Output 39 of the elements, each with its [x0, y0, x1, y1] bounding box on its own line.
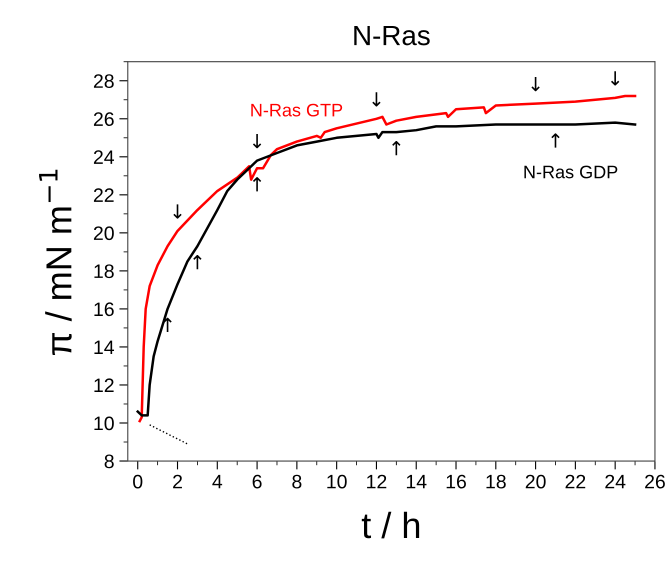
y-tick-label: 16 — [94, 302, 114, 316]
annotation: ↓ — [372, 92, 381, 106]
y-tick-label: 10 — [94, 416, 114, 430]
y-axis-title: π / mN m$^{−1}$ — [39, 170, 72, 355]
annotation: ↑ — [252, 177, 262, 192]
x-tick-label: 26 — [645, 474, 665, 488]
series-label: N-Ras GTP — [251, 104, 342, 116]
y-tick-label: 14 — [94, 340, 114, 354]
x-tick-label: 6 — [252, 474, 262, 488]
annotation: ↑ — [551, 133, 560, 148]
annotation: ↑ — [392, 140, 400, 156]
y-tick-label: 18 — [94, 264, 114, 278]
x-tick-label: 12 — [367, 474, 386, 488]
text: N-Ras GDP — [524, 166, 618, 178]
x-tick-label: 8 — [292, 474, 302, 488]
annotation: ↑ — [193, 255, 202, 270]
y-tick-label: 28 — [94, 74, 114, 88]
x-tick-label: 14 — [406, 474, 426, 488]
y-tick-label: 8 — [104, 454, 114, 468]
x-tick-label: 18 — [486, 474, 506, 488]
x-tick-label: 24 — [605, 474, 626, 488]
y-tick-label: 26 — [94, 112, 114, 126]
x-tick-label: 22 — [566, 474, 586, 488]
x-tick-label: 0 — [133, 474, 142, 488]
y-tick-label: 20 — [94, 226, 114, 240]
x-tick-label: 10 — [327, 474, 347, 488]
y-tick-label: 22 — [94, 188, 114, 202]
chart-title: N-Ras — [354, 26, 430, 46]
y-tick-label: 12 — [94, 378, 114, 392]
annotation: ↓ — [252, 134, 262, 148]
x-tick-label: 4 — [212, 474, 222, 488]
x-tick-label: 20 — [526, 474, 546, 488]
annotation: ↓ — [610, 71, 620, 86]
annotation: ↓ — [173, 204, 182, 219]
x-tick-label: 16 — [446, 474, 466, 488]
x-axis-title: t / h — [362, 512, 420, 538]
annotation: ↓ — [531, 77, 540, 92]
x-tick-label: 2 — [173, 474, 182, 488]
y-tick-label: 24 — [94, 150, 114, 164]
